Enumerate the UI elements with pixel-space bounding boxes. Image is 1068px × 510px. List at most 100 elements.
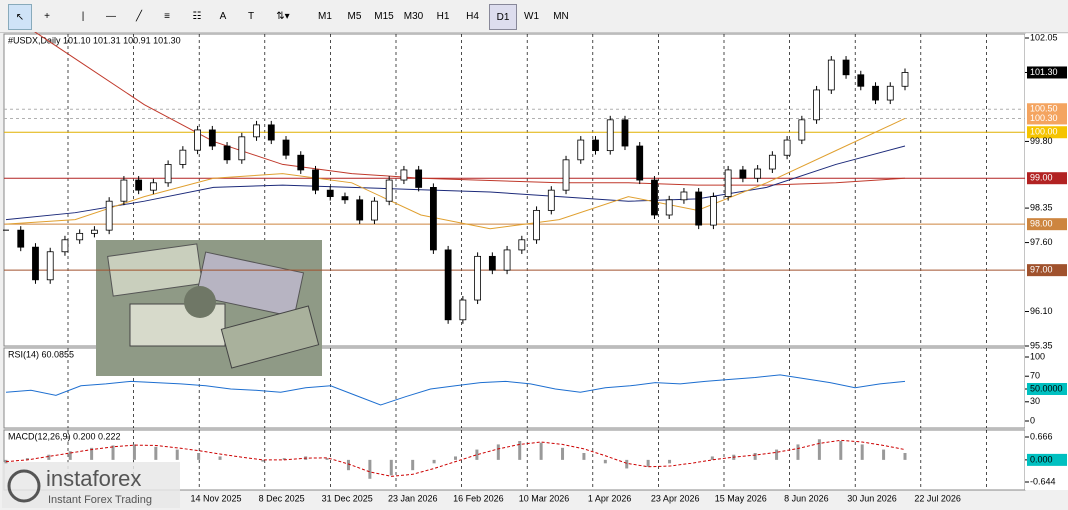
timeframe-button[interactable]: MN: [553, 10, 569, 22]
x-tick-label: 8 Dec 2025: [259, 493, 305, 503]
rsi-title: RSI(14) 60.0855: [8, 349, 74, 359]
timeframe-button[interactable]: H1: [436, 10, 450, 22]
candle: [547, 189, 555, 211]
candle: [872, 85, 879, 101]
candle: [562, 159, 570, 191]
moving-average: [5, 117, 906, 230]
candle: [488, 255, 496, 271]
candle: [91, 229, 98, 234]
timeframe-button[interactable]: H4: [466, 10, 479, 22]
candle: [474, 255, 482, 301]
x-tick-label: 23 Apr 2026: [651, 493, 700, 503]
chart: #USDX,Daily 101.10 101.31 100.91 101.30 …: [2, 32, 1068, 508]
candle: [768, 154, 776, 170]
fibo-tool[interactable]: ☷: [192, 10, 202, 22]
candle: [356, 199, 364, 221]
y-tick-label: 50.0000: [1030, 383, 1063, 393]
price-label-box: [1027, 172, 1067, 185]
y-tick-label: 100.30: [1030, 113, 1058, 123]
y-tick-label: 30: [1030, 396, 1040, 406]
candle: [739, 169, 747, 179]
y-tick-label: 101.30: [1030, 67, 1058, 77]
candle: [76, 232, 84, 241]
price-label-box: [1027, 66, 1067, 79]
candle: [459, 299, 467, 321]
candle: [901, 72, 909, 87]
candle: [135, 179, 143, 191]
candle: [223, 145, 231, 161]
vline-tool[interactable]: |: [81, 10, 85, 22]
candle: [105, 200, 113, 231]
y-tick-label: 98.35: [1030, 202, 1053, 212]
candle: [710, 196, 717, 226]
timeframe-button[interactable]: M15: [374, 10, 394, 22]
candle: [754, 168, 762, 179]
arrows-tool[interactable]: ⇅▾: [276, 10, 290, 22]
timeframe-button[interactable]: D1: [489, 4, 517, 30]
y-tick-label: 96.10: [1030, 306, 1053, 316]
timeframe-button[interactable]: M5: [347, 10, 362, 22]
price-label-box: [1027, 103, 1067, 116]
tagline: Instant Forex Trading: [48, 494, 152, 506]
x-tick-label: 30 Jun 2026: [847, 493, 897, 503]
label-tool[interactable]: T: [247, 10, 255, 22]
candle: [429, 187, 437, 251]
photo: [96, 240, 322, 376]
price-label-box: [1027, 112, 1067, 125]
y-tick-label: 100.00: [1030, 127, 1058, 137]
candle: [149, 182, 157, 191]
timeframe-button[interactable]: W1: [524, 10, 539, 22]
y-tick-label: 99.00: [1030, 173, 1053, 183]
candle: [798, 119, 806, 141]
x-tick-label: 8 Jun 2026: [784, 493, 829, 503]
trendline-tool[interactable]: ╱: [135, 10, 143, 22]
price-label-box: [1027, 453, 1067, 466]
chart-header: #USDX,Daily 101.10 101.31 100.91 101.30: [8, 35, 181, 45]
timeframe-button[interactable]: M1: [318, 10, 332, 22]
hline-tool[interactable]: —: [106, 10, 116, 22]
candle: [194, 129, 201, 151]
x-tick-label: 15 May 2026: [715, 493, 767, 503]
crosshair-tool[interactable]: +: [44, 10, 50, 22]
moving-average: [5, 145, 906, 221]
candle: [267, 124, 275, 141]
timeframe-button[interactable]: M30: [403, 10, 424, 22]
candle: [606, 119, 614, 152]
candle: [208, 129, 216, 147]
candle: [120, 179, 128, 202]
cursor-tool[interactable]: ↖: [8, 4, 32, 30]
macd-signal: [5, 439, 906, 477]
x-tick-label: 22 Jul 2026: [914, 493, 961, 503]
brand: instaforex: [46, 466, 141, 491]
moving-average: [34, 32, 906, 186]
price-label-box: [1027, 218, 1067, 231]
text-tool[interactable]: A: [219, 10, 227, 22]
candle: [857, 74, 865, 87]
channel-tool[interactable]: ≡: [164, 10, 170, 22]
candle: [282, 139, 290, 156]
candle: [297, 154, 305, 171]
candle: [783, 139, 791, 156]
candle: [724, 169, 732, 197]
y-tick-label: 0.000: [1030, 454, 1053, 464]
candle: [46, 251, 54, 281]
candle: [444, 249, 452, 321]
candle: [886, 85, 894, 101]
candle: [17, 229, 25, 248]
toolbar: ↖ + | — ╱ ≡ ☷ A T ⇅▾ M1 M5 M15 M30 H1 H4 D1 W1 M…: [0, 0, 1068, 33]
candle: [680, 191, 688, 201]
candle: [503, 249, 511, 271]
y-tick-label: 95.35: [1030, 340, 1053, 350]
y-tick-label: 102.05: [1030, 32, 1058, 42]
candle: [827, 59, 835, 91]
x-tick-label: 31 Dec 2025: [322, 493, 373, 503]
candle: [415, 169, 423, 188]
y-tick-label: -0.644: [1030, 476, 1056, 486]
watermark: instaforex Instant Forex Trading: [2, 462, 180, 508]
candle: [341, 196, 349, 201]
candle: [326, 189, 334, 197]
candle: [61, 239, 69, 253]
candle: [164, 164, 172, 184]
candle: [32, 246, 39, 281]
